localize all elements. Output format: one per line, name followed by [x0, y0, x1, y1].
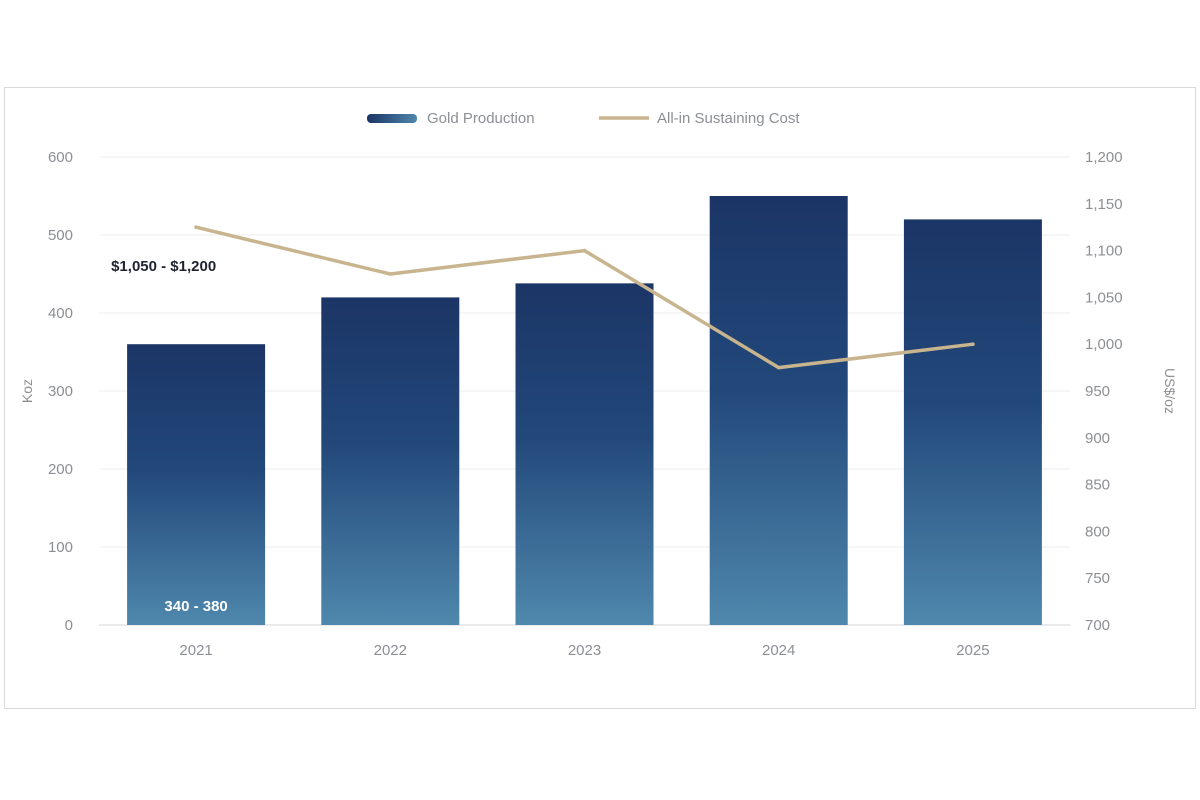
bar: [515, 283, 654, 625]
y-left-tick-label: 300: [48, 383, 73, 400]
legend: Gold Production All-in Sustaining Cost: [367, 110, 800, 127]
y-right-tick-label: 1,100: [1085, 243, 1123, 260]
legend-label-aisc: All-in Sustaining Cost: [657, 110, 800, 127]
y-right-axis-title: US$/oz: [1162, 368, 1178, 414]
line-series: [194, 225, 975, 370]
combo-chart: 0 100 200 300 400 500 600 700 750 800 850 900 950 1,0…: [19, 110, 1178, 659]
line-point: [582, 248, 587, 253]
bar: [903, 219, 1042, 625]
x-tick-label: 2025: [956, 642, 989, 659]
y-left-tick-label: 400: [48, 305, 73, 322]
bar: [321, 297, 460, 625]
annotations: $1,050 - $1,200 340 - 380: [111, 258, 228, 615]
y-left-tick-label: 500: [48, 227, 73, 244]
y-right-tick-label: 850: [1085, 477, 1110, 494]
y-left-tick-label: 0: [65, 617, 73, 634]
y-right-tick-label: 700: [1085, 617, 1110, 634]
chart-frame: 0 100 200 300 400 500 600 700 750 800 850 900 950 1,0…: [4, 87, 1196, 709]
y-right-tick-label: 1,150: [1085, 196, 1123, 213]
bar: [127, 344, 266, 625]
y-right-tick-label: 1,050: [1085, 289, 1123, 306]
line-point: [776, 365, 781, 370]
x-tick-label: 2024: [762, 642, 795, 659]
line-point: [971, 342, 975, 346]
annotation-aisc-guidance: $1,050 - $1,200: [111, 258, 216, 275]
y-right-tick-label: 800: [1085, 523, 1110, 540]
x-tick-label: 2022: [374, 642, 407, 659]
legend-label-gold-production: Gold Production: [427, 110, 535, 127]
x-tick-label: 2021: [179, 642, 212, 659]
y-left-tick-label: 200: [48, 461, 73, 478]
bar: [709, 196, 848, 625]
y-right-tick-label: 950: [1085, 383, 1110, 400]
line-point: [194, 225, 198, 229]
x-tick-label: 2023: [568, 642, 601, 659]
y-left-axis-title: Koz: [19, 379, 35, 403]
line-point: [388, 272, 393, 276]
axes: 0 100 200 300 400 500 600 700 750 800 850 900 950 1,0…: [19, 149, 1178, 659]
y-right-tick-label: 750: [1085, 570, 1110, 587]
y-left-tick-label: 600: [48, 149, 73, 166]
y-right-tick-label: 1,000: [1085, 336, 1123, 353]
bars: [127, 196, 1042, 625]
legend-swatch-gold-production: [367, 114, 417, 123]
y-right-tick-label: 1,200: [1085, 149, 1123, 166]
y-right-tick-label: 900: [1085, 430, 1110, 447]
annotation-production-guidance: 340 - 380: [164, 598, 227, 615]
y-left-tick-label: 100: [48, 539, 73, 556]
